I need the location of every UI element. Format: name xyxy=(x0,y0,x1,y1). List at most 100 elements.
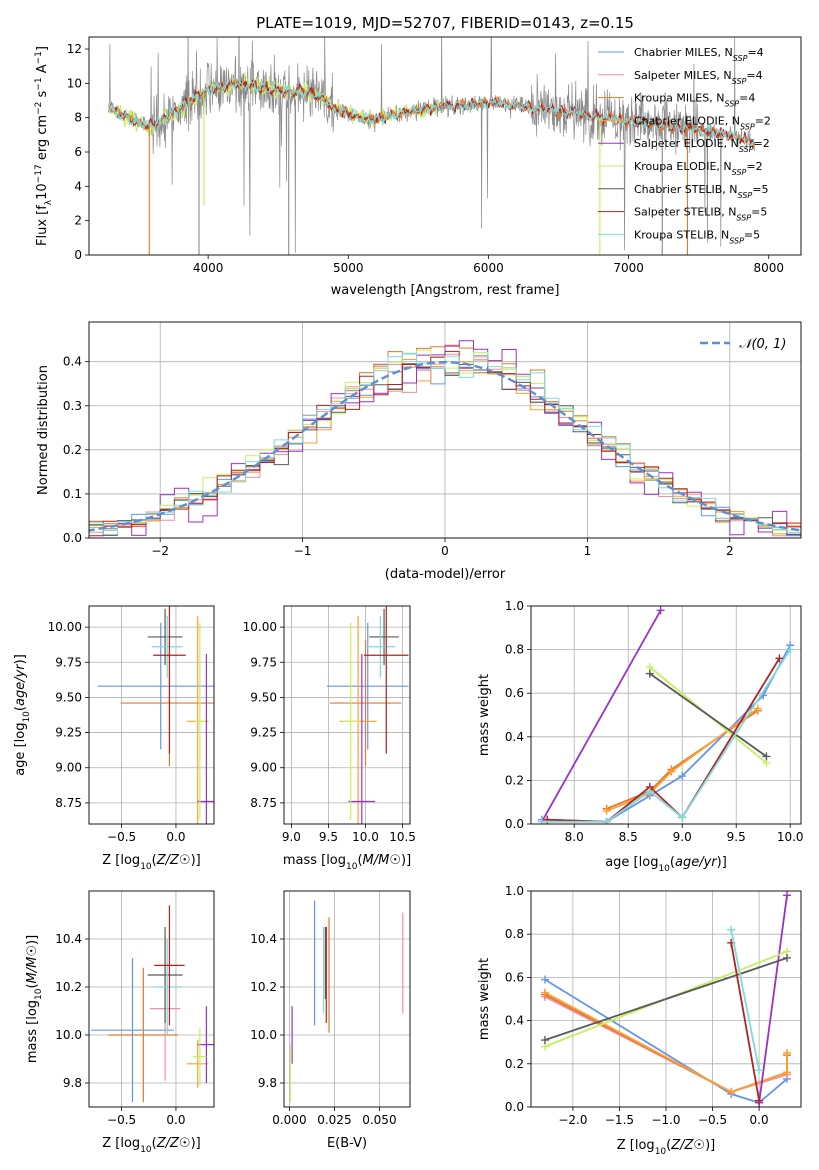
weight_vs_age-ytick-label: 0.6 xyxy=(505,686,524,700)
mass_vs_Z-frame xyxy=(88,890,215,1108)
age_vs_mass-xtick-label: 10.5 xyxy=(389,830,416,844)
age_vs_mass-ytick-label: 10.00 xyxy=(243,620,277,634)
spectrum-xlabel: wavelength [Angstrom, rest frame] xyxy=(331,283,560,298)
age_vs_mass-xtick-label: 9.0 xyxy=(282,830,301,844)
residuals-ytick-label: 0.2 xyxy=(63,443,82,457)
marker-salpeter_stelib xyxy=(755,1096,764,1105)
marker-salpeter_elodie xyxy=(783,891,792,900)
weight_vs_age-xtick-label: 8.0 xyxy=(565,830,584,844)
weight_vs_Z-ytick-label: 0.4 xyxy=(505,1014,524,1028)
line-salpeter_stelib xyxy=(730,942,760,1101)
spectrum-xtick-label: 7000 xyxy=(613,261,644,275)
weight_vs_Z-xtick-label: 0.0 xyxy=(750,1113,769,1127)
marker-chabrier_elodie xyxy=(727,1087,736,1096)
age_vs_Z-ytick-label: 9.75 xyxy=(55,655,82,669)
mass_vs_ebv-plot xyxy=(289,900,404,1103)
mass_vs_Z-ytick-label: 9.8 xyxy=(63,1076,82,1090)
line-salpeter_elodie xyxy=(541,609,662,823)
marker-chabrier_stelib xyxy=(783,953,792,962)
spectrum-ytick-label: 6 xyxy=(74,145,82,159)
age_vs_mass-ytick-label: 8.75 xyxy=(250,796,277,810)
normal-curve xyxy=(89,360,801,532)
line-chabrier_elodie xyxy=(606,707,759,812)
marker-chabrier_elodie xyxy=(540,988,549,997)
weight_vs_age-ytick-label: 0.4 xyxy=(505,730,524,744)
line-kroupa_stelib xyxy=(730,929,760,1071)
marker-chabrier_elodie xyxy=(783,1068,792,1077)
age_vs_Z-ytick-label: 9.50 xyxy=(55,690,82,704)
spectrum-xtick-label: 8000 xyxy=(753,261,784,275)
spectrum-ytick-label: 4 xyxy=(74,179,82,193)
age_vs_mass-xlabel: mass [log10(M/M☉)] xyxy=(283,853,411,872)
weight_vs_age-frame xyxy=(530,605,802,825)
weight_vs_Z-xtick-label: −1.0 xyxy=(651,1113,680,1127)
weight_vs_Z-xtick-label: −2.0 xyxy=(558,1113,587,1127)
weight_vs_age-ytick-label: 0.8 xyxy=(505,643,524,657)
age_vs_Z-ylabel: age [log10(age/yr)] xyxy=(13,654,32,776)
legend-entry-salpeter_stelib: Salpeter STELIB, NSSP=5 xyxy=(634,206,767,223)
weight_vs_Z-xlabel: Z [log10(Z/Z☉)] xyxy=(617,1138,715,1157)
residuals-ytick-label: 0.1 xyxy=(63,487,82,501)
weight_vs_Z-ytick-label: 0.8 xyxy=(505,927,524,941)
age_vs_Z-xtick-label: 0.0 xyxy=(166,830,185,844)
mass_vs_ebv-ytick-label: 10.0 xyxy=(250,1028,277,1042)
spectrum-frame xyxy=(88,36,802,256)
age_vs_mass-ytick-label: 9.75 xyxy=(250,655,277,669)
spectrum-xtick-label: 5000 xyxy=(333,261,364,275)
residuals-ytick-label: 0.3 xyxy=(63,399,82,413)
spectrum-ytick-label: 8 xyxy=(74,111,82,125)
spectrum-ylabel: Flux [fλ10−17 erg cm−2 s−1 A−1] xyxy=(34,46,54,246)
residuals-xlabel: (data-model)/error xyxy=(385,567,506,582)
age_vs_mass-xtick-label: 10.0 xyxy=(352,830,379,844)
age_vs_mass-ytick-label: 9.00 xyxy=(250,761,277,775)
weight_vs_age-ytick-label: 1.0 xyxy=(505,599,524,613)
mass_vs_ebv-ytick-label: 9.8 xyxy=(258,1076,277,1090)
mass_vs_ebv-xtick-label: 0.025 xyxy=(317,1113,351,1127)
age_vs_Z-plot xyxy=(97,606,214,824)
residuals-xtick-label: 1 xyxy=(584,544,592,558)
marker-chabrier_miles xyxy=(540,975,549,984)
marker-salpeter_elodie xyxy=(656,606,665,615)
residuals-xtick-label: 0 xyxy=(441,544,449,558)
weight_vs_Z-ytick-label: 0.6 xyxy=(505,970,524,984)
spectrum-title: PLATE=1019, MJD=52707, FIBERID=0143, z=0… xyxy=(256,14,634,32)
legend-entry-salpeter_elodie: Salpeter ELODIE, NSSP=2 xyxy=(634,137,770,154)
age_vs_Z-xlabel: Z [log10(Z/Z☉)] xyxy=(102,853,200,872)
age_vs_Z-ytick-label: 10.00 xyxy=(48,620,82,634)
marker-salpeter_stelib xyxy=(775,654,784,663)
age_vs_mass-frame xyxy=(283,605,411,825)
mass_vs_ebv-xlabel: E(B-V) xyxy=(327,1136,367,1151)
weight_vs_age-ytick-label: 0.2 xyxy=(505,773,524,787)
spectrum-ytick-label: 10 xyxy=(67,76,82,90)
mass_vs_Z-xlabel: Z [log10(Z/Z☉)] xyxy=(102,1136,200,1155)
spectrum-ytick-label: 0 xyxy=(74,248,82,262)
mass_vs_ebv-frame xyxy=(283,890,411,1108)
marker-chabrier_elodie xyxy=(602,806,611,815)
marker-kroupa_stelib xyxy=(755,1066,764,1075)
residuals-xtick-label: −1 xyxy=(294,544,312,558)
line-salpeter_elodie xyxy=(758,895,788,1103)
marker-kroupa_stelib xyxy=(602,817,611,824)
age_vs_mass-ytick-label: 9.25 xyxy=(250,726,277,740)
weight_vs_age-xtick-label: 9.0 xyxy=(673,830,692,844)
marker-kroupa_stelib xyxy=(678,813,687,822)
weight_vs_age-ytick-label: 0.0 xyxy=(505,817,524,831)
mass_vs_Z-ytick-label: 10.0 xyxy=(55,1028,82,1042)
spectrum-plot xyxy=(108,37,755,255)
mass_vs_Z-plot xyxy=(91,905,214,1103)
weight_vs_age-xlabel: age [log10(age/yr)] xyxy=(605,855,727,874)
age_vs_Z-ytick-label: 9.00 xyxy=(55,761,82,775)
legend-entry-salpeter_miles: Salpeter MILES, NSSP=4 xyxy=(634,69,763,86)
mass_vs_Z-ytick-label: 10.2 xyxy=(55,980,82,994)
line-chabrier_stelib xyxy=(544,957,788,1041)
marker-chabrier_elodie xyxy=(753,704,762,713)
weight_vs_Z-ylabel: mass weight xyxy=(477,958,492,1040)
age_vs_Z-frame xyxy=(88,605,215,825)
histogram-kroupa_stelib xyxy=(89,352,801,537)
marker-kroupa_stelib xyxy=(537,817,546,824)
mass_vs_ebv-ytick-label: 10.2 xyxy=(250,980,277,994)
residuals-ytick-label: 0.4 xyxy=(63,355,82,369)
weight_vs_Z-xtick-label: −0.5 xyxy=(698,1113,727,1127)
age_vs_Z-xtick-label: −0.5 xyxy=(107,830,136,844)
